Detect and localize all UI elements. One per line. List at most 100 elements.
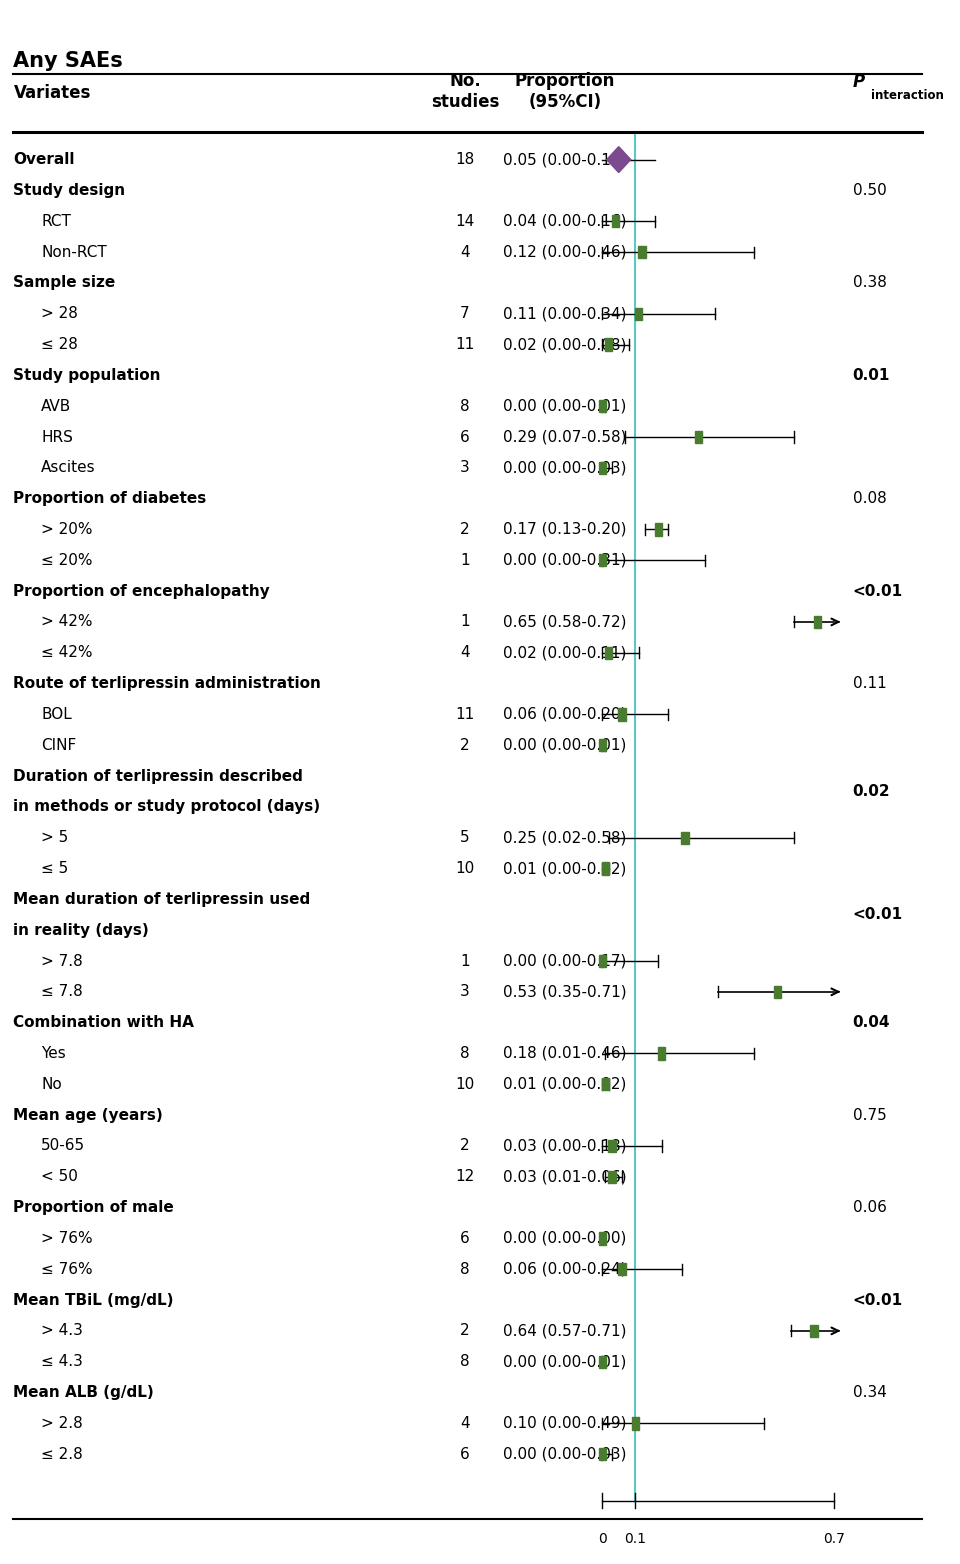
Bar <box>609 1170 615 1182</box>
Text: Ascites: Ascites <box>41 460 96 475</box>
Text: BOL: BOL <box>41 707 72 723</box>
Text: 8: 8 <box>460 1262 469 1276</box>
Text: 0.06 (0.00-0.20): 0.06 (0.00-0.20) <box>503 707 627 723</box>
Text: 1: 1 <box>460 615 469 629</box>
Text: > 7.8: > 7.8 <box>41 954 83 968</box>
Text: in reality (days): in reality (days) <box>13 923 149 938</box>
Bar <box>694 430 702 443</box>
Bar <box>774 985 781 998</box>
Bar <box>602 1078 610 1090</box>
Text: 0.38: 0.38 <box>852 275 886 291</box>
Bar <box>605 338 612 350</box>
Text: HRS: HRS <box>41 430 73 444</box>
Text: RCT: RCT <box>41 214 71 228</box>
Text: ≤ 28: ≤ 28 <box>41 336 78 352</box>
Text: <0.01: <0.01 <box>852 907 902 923</box>
Text: Mean age (years): Mean age (years) <box>13 1107 163 1123</box>
Text: 2: 2 <box>460 1323 469 1339</box>
Bar <box>635 308 642 321</box>
Text: 0.01: 0.01 <box>852 368 890 383</box>
Text: Sample size: Sample size <box>13 275 116 291</box>
Text: Proportion
(95%CI): Proportion (95%CI) <box>515 72 615 111</box>
Text: 0.03 (0.00-0.18): 0.03 (0.00-0.18) <box>503 1139 627 1154</box>
Text: ≤ 42%: ≤ 42% <box>41 646 93 660</box>
Text: ≤ 7.8: ≤ 7.8 <box>41 984 83 999</box>
Text: interaction: interaction <box>871 89 944 103</box>
Text: 0.65 (0.58-0.72): 0.65 (0.58-0.72) <box>503 615 627 629</box>
Text: 14: 14 <box>455 214 474 228</box>
Bar <box>598 1448 606 1461</box>
Text: > 42%: > 42% <box>41 615 93 629</box>
Text: 0.12 (0.00-0.46): 0.12 (0.00-0.46) <box>503 244 627 260</box>
Text: ≤ 4.3: ≤ 4.3 <box>41 1354 84 1368</box>
Text: 0.17 (0.13-0.20): 0.17 (0.13-0.20) <box>503 522 627 536</box>
Text: Mean TBiL (mg/dL): Mean TBiL (mg/dL) <box>13 1292 174 1308</box>
Text: Mean ALB (g/dL): Mean ALB (g/dL) <box>13 1386 155 1400</box>
Text: Yes: Yes <box>41 1046 66 1060</box>
Text: 0.25 (0.02-0.58): 0.25 (0.02-0.58) <box>503 830 627 845</box>
Text: 12: 12 <box>455 1170 474 1184</box>
Text: 6: 6 <box>460 1447 469 1462</box>
Text: 0.50: 0.50 <box>852 183 886 199</box>
Text: <0.01: <0.01 <box>852 1292 902 1308</box>
Bar <box>598 1356 606 1368</box>
Text: 2: 2 <box>460 1139 469 1154</box>
Text: 0.7: 0.7 <box>823 1531 845 1545</box>
Text: 0.11: 0.11 <box>852 676 886 691</box>
Text: 0.00 (0.00-0.01): 0.00 (0.00-0.01) <box>503 1354 627 1368</box>
Bar <box>659 1048 665 1060</box>
Text: Combination with HA: Combination with HA <box>13 1015 194 1031</box>
Text: 0.02: 0.02 <box>852 784 890 799</box>
Text: > 2.8: > 2.8 <box>41 1415 83 1431</box>
Bar <box>655 524 662 535</box>
Text: 4: 4 <box>460 1415 469 1431</box>
Text: 0.11 (0.00-0.34): 0.11 (0.00-0.34) <box>503 307 627 321</box>
Text: 11: 11 <box>455 336 474 352</box>
Text: > 20%: > 20% <box>41 522 93 536</box>
Text: P: P <box>852 74 865 91</box>
Text: 8: 8 <box>460 1046 469 1060</box>
Text: 0.03 (0.01-0.06): 0.03 (0.01-0.06) <box>503 1170 627 1184</box>
Text: Study population: Study population <box>13 368 161 383</box>
Bar <box>598 400 606 413</box>
Bar <box>598 956 606 967</box>
Text: 7: 7 <box>460 307 469 321</box>
Text: 3: 3 <box>460 984 469 999</box>
Bar <box>602 862 610 874</box>
Text: 0.02 (0.00-0.08): 0.02 (0.00-0.08) <box>503 336 627 352</box>
Text: 0.00 (0.00-0.01): 0.00 (0.00-0.01) <box>503 738 627 752</box>
Text: 0.1: 0.1 <box>624 1531 646 1545</box>
Text: ≤ 2.8: ≤ 2.8 <box>41 1447 83 1462</box>
Text: 0.64 (0.57-0.71): 0.64 (0.57-0.71) <box>503 1323 627 1339</box>
Text: 0.10 (0.00-0.49): 0.10 (0.00-0.49) <box>503 1415 627 1431</box>
Text: 0.08: 0.08 <box>852 491 886 507</box>
Bar <box>618 1264 626 1275</box>
Bar <box>598 461 606 474</box>
Text: 0: 0 <box>598 1531 607 1545</box>
Text: 18: 18 <box>455 152 474 167</box>
Text: Variates: Variates <box>13 84 91 102</box>
Text: < 50: < 50 <box>41 1170 78 1184</box>
Text: Non-RCT: Non-RCT <box>41 244 107 260</box>
Text: Any SAEs: Any SAEs <box>13 52 123 70</box>
Text: 0.05 (0.00-0.16): 0.05 (0.00-0.16) <box>503 152 627 167</box>
Text: ≤ 5: ≤ 5 <box>41 862 68 876</box>
Text: 4: 4 <box>460 244 469 260</box>
Text: 50-65: 50-65 <box>41 1139 85 1154</box>
Text: AVB: AVB <box>41 399 71 414</box>
Text: 0.18 (0.01-0.46): 0.18 (0.01-0.46) <box>503 1046 627 1060</box>
Polygon shape <box>607 147 631 172</box>
Text: 0.02 (0.00-0.11): 0.02 (0.00-0.11) <box>503 646 627 660</box>
Text: 0.04 (0.00-0.16): 0.04 (0.00-0.16) <box>503 214 627 228</box>
Text: CINF: CINF <box>41 738 77 752</box>
Text: 8: 8 <box>460 399 469 414</box>
Text: 0.29 (0.07-0.58): 0.29 (0.07-0.58) <box>503 430 627 444</box>
Text: 0.00 (0.00-0.03): 0.00 (0.00-0.03) <box>503 460 627 475</box>
Text: 6: 6 <box>460 1231 469 1247</box>
Text: 0.34: 0.34 <box>852 1386 886 1400</box>
Text: 0.06: 0.06 <box>852 1200 886 1215</box>
Text: 0.06 (0.00-0.24): 0.06 (0.00-0.24) <box>503 1262 627 1276</box>
Text: > 5: > 5 <box>41 830 68 845</box>
Bar <box>612 216 619 227</box>
Text: ≤ 76%: ≤ 76% <box>41 1262 93 1276</box>
